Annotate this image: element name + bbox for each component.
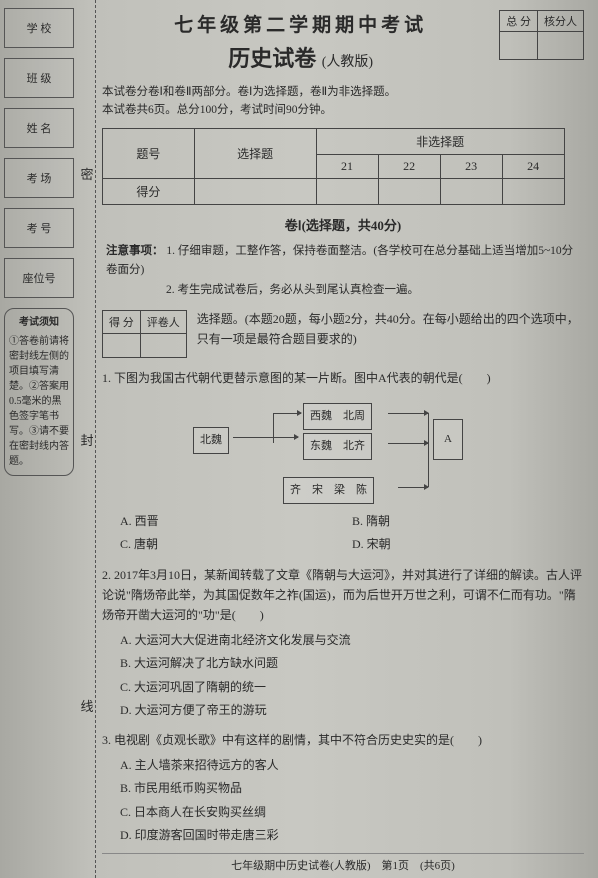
score-table-header: 得分 <box>103 178 195 204</box>
option: C. 日本商人在长安购买丝绸 <box>120 802 584 822</box>
grader-header: 核分人 <box>538 11 584 32</box>
diagram-arrow <box>233 437 298 438</box>
diagram-box-a: A <box>433 419 463 460</box>
score-table-cell: 23 <box>440 154 502 178</box>
diagram-box: 北魏 <box>193 427 229 454</box>
mini-score-box: 得 分 评卷人 <box>102 310 187 358</box>
score-table-cell <box>378 178 440 204</box>
option: D. 大运河方便了帝王的游玩 <box>120 700 584 720</box>
binding-column: 密 封 线 <box>78 0 96 878</box>
total-score-header: 总 分 <box>500 11 538 32</box>
score-table-header: 题号 <box>103 128 195 178</box>
mini-score-h: 得 分 <box>103 311 141 334</box>
header: 七年级第二学期期中考试 历史试卷 (人教版) 总 分 核分人 <box>102 10 584 73</box>
score-table-header: 非选择题 <box>316 128 564 154</box>
question-3: 3. 电视剧《贞观长歌》中有这样的剧情，其中不符合历史史实的是( ) A. 主人… <box>102 730 584 845</box>
option: A. 西晋 <box>120 511 352 531</box>
diagram-arrow <box>273 413 301 414</box>
question-text: 1. 下图为我国古代朝代更替示意图的某一片断。图中A代表的朝代是( ) <box>102 368 584 388</box>
option: B. 市民用纸币购买物品 <box>120 778 584 798</box>
mini-score-cell <box>140 334 186 358</box>
score-table-cell <box>440 178 502 204</box>
score-table-cell: 22 <box>378 154 440 178</box>
field-seat: 座位号 <box>4 258 74 298</box>
score-table-cell <box>316 178 378 204</box>
page-footer: 七年级期中历史试卷(人教版) 第1页 (共6页) <box>102 853 584 873</box>
instructions: 注意事项： 1. 仔细审题，工整作答，保持卷面整洁。(各学校可在总分基础上适当增… <box>102 242 584 301</box>
option: D. 印度游客回国时带走唐三彩 <box>120 825 584 845</box>
score-table: 题号 选择题 非选择题 21 22 23 24 得分 <box>102 128 565 205</box>
notice-title: 考试须知 <box>9 315 69 330</box>
field-exam-no: 考 号 <box>4 208 74 248</box>
option: A. 主人墙茶来招待远方的客人 <box>120 755 584 775</box>
option: D. 宋朝 <box>352 534 584 554</box>
choice-section-header: 得 分 评卷人 选择题。(本题20题，每小题2分，共40分。在每小题给出的四个选… <box>102 310 584 358</box>
score-table-cell <box>502 178 564 204</box>
section1-title: 卷Ⅰ(选择题，共40分) <box>102 215 584 234</box>
option: B. 隋朝 <box>352 511 584 531</box>
question-text: 3. 电视剧《贞观长歌》中有这样的剧情，其中不符合历史史实的是( ) <box>102 730 584 750</box>
instructions-label: 注意事项： <box>106 245 164 257</box>
binding-char: 封 <box>80 430 93 449</box>
total-score-cell <box>500 32 538 60</box>
mini-score-h: 评卷人 <box>140 311 186 334</box>
choice-description: 选择题。(本题20题，每小题2分，共40分。在每小题给出的四个选项中，只有一项是… <box>197 310 584 348</box>
question-text: 2. 2017年3月10日，某新闻转载了文章《隋朝与大运河》，并对其进行了详细的… <box>102 565 584 626</box>
version-label: (人教版) <box>322 55 373 70</box>
exam-title-line2: 历史试卷 (人教版) <box>102 41 499 73</box>
grader-cell <box>538 32 584 60</box>
mini-score-cell <box>103 334 141 358</box>
score-table-cell: 21 <box>316 154 378 178</box>
binding-char: 密 <box>80 164 93 183</box>
diagram-box: 西魏 北周 <box>303 403 372 430</box>
score-table-header: 选择题 <box>194 128 316 178</box>
question-options: A. 主人墙茶来招待远方的客人 B. 市民用纸币购买物品 C. 日本商人在长安购… <box>102 755 584 846</box>
exam-notice: 考试须知 ①答卷前请将密封线左侧的项目填写清楚。②答案用0.5毫米的黑色签字笔书… <box>4 308 74 476</box>
title-block: 七年级第二学期期中考试 历史试卷 (人教版) <box>102 10 499 73</box>
total-score-box: 总 分 核分人 <box>499 10 584 60</box>
field-school: 学 校 <box>4 8 74 48</box>
main-content: 七年级第二学期期中考试 历史试卷 (人教版) 总 分 核分人 本试卷分卷Ⅰ和卷Ⅱ… <box>96 0 598 878</box>
diagram-box: 东魏 北齐 <box>303 433 372 460</box>
subject-title: 历史试卷 <box>228 46 316 71</box>
score-table-cell <box>194 178 316 204</box>
field-class: 班 级 <box>4 58 74 98</box>
diagram-line <box>428 413 429 487</box>
diagram-arrow <box>388 443 428 444</box>
field-name: 姓 名 <box>4 108 74 148</box>
score-table-cell: 24 <box>502 154 564 178</box>
instructions-line: 2. 考生完成试卷后，务必从头到尾认真检查一遍。 <box>166 284 419 296</box>
notice-text: ①答卷前请将密封线左侧的项目填写清楚。②答案用0.5毫米的黑色签字笔书写。③请不… <box>9 334 69 469</box>
diagram-arrow <box>398 487 428 488</box>
binding-char: 线 <box>80 696 93 715</box>
option: C. 唐朝 <box>120 534 352 554</box>
field-room: 考 场 <box>4 158 74 198</box>
question-options: A. 西晋 B. 隋朝 C. 唐朝 D. 宋朝 <box>102 511 584 555</box>
intro: 本试卷分卷Ⅰ和卷Ⅱ两部分。卷Ⅰ为选择题，卷Ⅱ为非选择题。 本试卷共6页。总分10… <box>102 83 584 120</box>
question-2: 2. 2017年3月10日，某新闻转载了文章《隋朝与大运河》，并对其进行了详细的… <box>102 565 584 721</box>
diagram-box: 齐 宋 梁 陈 <box>283 477 374 504</box>
dynasty-diagram: 北魏 西魏 北周 东魏 北齐 A 齐 宋 梁 陈 <box>193 397 493 507</box>
question-1: 1. 下图为我国古代朝代更替示意图的某一片断。图中A代表的朝代是( ) 北魏 西… <box>102 368 584 554</box>
question-options: A. 大运河大大促进南北经济文化发展与交流 B. 大运河解决了北方缺水问题 C.… <box>102 630 584 721</box>
instructions-line: 1. 仔细审题，工整作答，保持卷面整洁。(各学校可在总分基础上适当增加5~10分… <box>106 245 573 277</box>
exam-title-line1: 七年级第二学期期中考试 <box>102 10 499 37</box>
sidebar: 学 校 班 级 姓 名 考 场 考 号 座位号 考试须知 ①答卷前请将密封线左侧… <box>0 0 78 878</box>
intro-line: 本试卷共6页。总分100分，考试时间90分钟。 <box>102 101 584 119</box>
intro-line: 本试卷分卷Ⅰ和卷Ⅱ两部分。卷Ⅰ为选择题，卷Ⅱ为非选择题。 <box>102 83 584 101</box>
option: C. 大运河巩固了隋朝的统一 <box>120 677 584 697</box>
diagram-line <box>273 413 274 443</box>
diagram-arrow <box>388 413 428 414</box>
option: B. 大运河解决了北方缺水问题 <box>120 653 584 673</box>
option: A. 大运河大大促进南北经济文化发展与交流 <box>120 630 584 650</box>
